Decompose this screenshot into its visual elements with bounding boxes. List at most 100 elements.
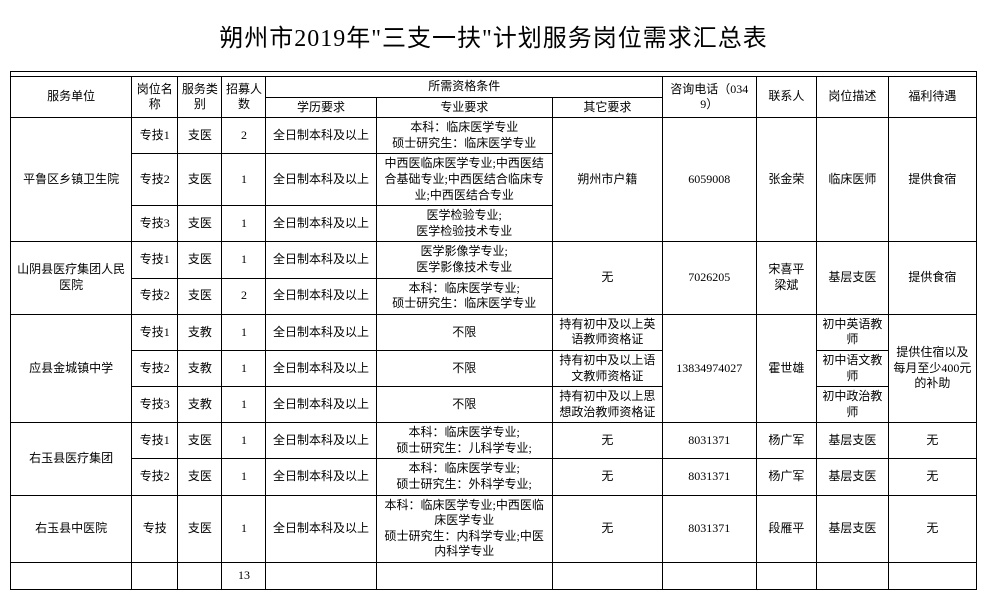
cell-position: 专技1 [132, 314, 178, 350]
cell-count: 1 [222, 154, 266, 206]
cell-count: 1 [222, 242, 266, 278]
cell-major: 本科：临床医学专业;中西医临床医学专业硕士研究生：内科学专业;中医内科学专业 [376, 495, 552, 562]
cell-benefit: 无 [888, 495, 976, 562]
cell-telephone: 7026205 [662, 242, 756, 314]
cell-education: 全日制本科及以上 [266, 387, 376, 423]
cell-description: 初中英语教师 [817, 314, 889, 350]
cell-category [178, 563, 222, 590]
header-education: 学历要求 [266, 97, 376, 118]
header-major: 专业要求 [376, 97, 552, 118]
header-count: 招募人数 [222, 77, 266, 118]
cell-benefit [888, 563, 976, 590]
cell-count: 2 [222, 278, 266, 314]
positions-table: 服务单位 岗位名称 服务类别 招募人数 所需资格条件 咨询电话（0349） 联系… [10, 71, 977, 590]
cell-education: 全日制本科及以上 [266, 242, 376, 278]
cell-description: 基层支医 [817, 242, 889, 314]
header-unit: 服务单位 [11, 77, 132, 118]
cell-contact: 段雁平 [756, 495, 817, 562]
cell-other: 持有初中及以上思想政治教师资格证 [552, 387, 662, 423]
cell-count: 2 [222, 118, 266, 154]
cell-description [817, 563, 889, 590]
cell-benefit: 提供食宿 [888, 118, 976, 242]
cell-position: 专技 [132, 495, 178, 562]
cell-major: 本科：临床医学专业;硕士研究生：临床医学专业 [376, 278, 552, 314]
cell-count: 1 [222, 350, 266, 386]
cell-major: 不限 [376, 387, 552, 423]
header-category: 服务类别 [178, 77, 222, 118]
cell-education [266, 563, 376, 590]
page-title: 朔州市2019年"三支一扶"计划服务岗位需求汇总表 [10, 18, 977, 53]
cell-unit: 山阴县医疗集团人民医院 [11, 242, 132, 314]
cell-telephone: 8031371 [662, 459, 756, 495]
cell-position: 专技2 [132, 278, 178, 314]
header-other: 其它要求 [552, 97, 662, 118]
cell-contact: 霍世雄 [756, 314, 817, 423]
cell-telephone: 8031371 [662, 423, 756, 459]
cell-description: 基层支医 [817, 459, 889, 495]
table-header: 服务单位 岗位名称 服务类别 招募人数 所需资格条件 咨询电话（0349） 联系… [11, 72, 977, 118]
cell-count: 1 [222, 495, 266, 562]
table-row: 右玉县中医院专技支医1全日制本科及以上本科：临床医学专业;中西医临床医学专业硕士… [11, 495, 977, 562]
cell-category: 支医 [178, 118, 222, 154]
cell-description: 基层支医 [817, 423, 889, 459]
cell-other: 无 [552, 242, 662, 314]
cell-major: 不限 [376, 350, 552, 386]
cell-education: 全日制本科及以上 [266, 423, 376, 459]
cell-telephone: 13834974027 [662, 314, 756, 423]
table-row: 平鲁区乡镇卫生院专技1支医2全日制本科及以上本科：临床医学专业硕士研究生：临床医… [11, 118, 977, 154]
header-benefit: 福利待遇 [888, 77, 976, 118]
header-qualifications: 所需资格条件 [266, 77, 662, 98]
cell-major [376, 563, 552, 590]
cell-major: 医学检验专业;医学检验技术专业 [376, 206, 552, 242]
cell-contact [756, 563, 817, 590]
cell-education: 全日制本科及以上 [266, 154, 376, 206]
cell-category: 支教 [178, 350, 222, 386]
cell-major: 本科：临床医学专业;硕士研究生：外科学专业; [376, 459, 552, 495]
cell-contact: 杨广军 [756, 423, 817, 459]
cell-category: 支医 [178, 242, 222, 278]
cell-category: 支医 [178, 495, 222, 562]
cell-major: 不限 [376, 314, 552, 350]
table-body: 平鲁区乡镇卫生院专技1支医2全日制本科及以上本科：临床医学专业硕士研究生：临床医… [11, 118, 977, 590]
table-row: 山阴县医疗集团人民医院专技1支医1全日制本科及以上医学影像学专业;医学影像技术专… [11, 242, 977, 278]
cell-contact: 杨广军 [756, 459, 817, 495]
cell-category: 支教 [178, 387, 222, 423]
cell-category: 支医 [178, 206, 222, 242]
cell-unit: 右玉县医疗集团 [11, 423, 132, 495]
cell-category: 支医 [178, 459, 222, 495]
cell-other: 持有初中及以上英语教师资格证 [552, 314, 662, 350]
cell-count: 1 [222, 387, 266, 423]
cell-major: 医学影像学专业;医学影像技术专业 [376, 242, 552, 278]
cell-major: 中西医临床医学专业;中西医结合基础专业;中西医结合临床专业;中西医结合专业 [376, 154, 552, 206]
cell-position: 专技2 [132, 154, 178, 206]
cell-education: 全日制本科及以上 [266, 278, 376, 314]
cell-other: 朔州市户籍 [552, 118, 662, 242]
total-row: 13 [11, 563, 977, 590]
cell-unit: 右玉县中医院 [11, 495, 132, 562]
cell-count: 1 [222, 206, 266, 242]
cell-position: 专技1 [132, 118, 178, 154]
cell-category: 支医 [178, 423, 222, 459]
cell-position: 专技3 [132, 206, 178, 242]
cell-unit: 平鲁区乡镇卫生院 [11, 118, 132, 242]
cell-position [132, 563, 178, 590]
cell-count: 1 [222, 314, 266, 350]
cell-category: 支医 [178, 278, 222, 314]
cell-other [552, 563, 662, 590]
cell-education: 全日制本科及以上 [266, 495, 376, 562]
cell-unit: 应县金城镇中学 [11, 314, 132, 423]
cell-position: 专技2 [132, 459, 178, 495]
cell-other: 持有初中及以上语文教师资格证 [552, 350, 662, 386]
cell-major: 本科：临床医学专业;硕士研究生：儿科学专业; [376, 423, 552, 459]
table-row: 专技3支教1全日制本科及以上不限持有初中及以上思想政治教师资格证初中政治教师 [11, 387, 977, 423]
header-position: 岗位名称 [132, 77, 178, 118]
cell-education: 全日制本科及以上 [266, 314, 376, 350]
cell-description: 初中政治教师 [817, 387, 889, 423]
cell-telephone [662, 563, 756, 590]
cell-contact: 宋喜平梁斌 [756, 242, 817, 314]
cell-count: 1 [222, 423, 266, 459]
cell-education: 全日制本科及以上 [266, 459, 376, 495]
cell-benefit: 提供食宿 [888, 242, 976, 314]
cell-unit [11, 563, 132, 590]
cell-telephone: 6059008 [662, 118, 756, 242]
